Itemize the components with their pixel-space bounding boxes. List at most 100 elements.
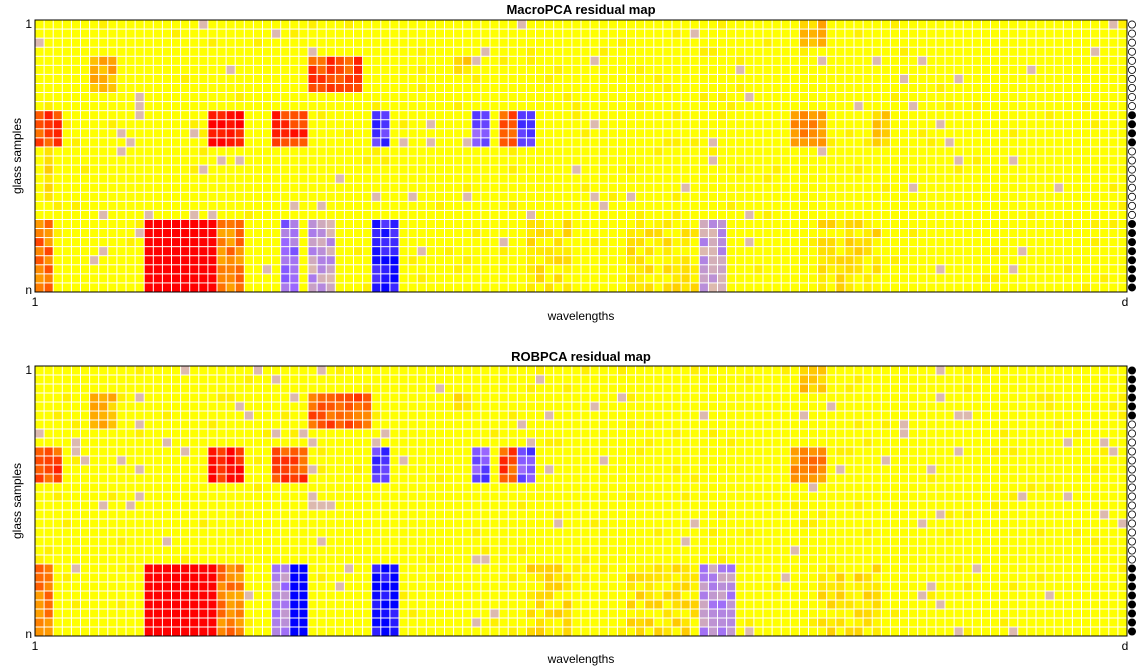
heatmap-cell xyxy=(581,283,590,292)
heatmap-cell xyxy=(963,138,972,147)
heatmap-cell xyxy=(918,102,927,111)
heatmap-cell xyxy=(81,65,90,74)
heatmap-cell xyxy=(217,384,226,393)
heatmap-cell xyxy=(472,219,481,229)
heatmap-cell xyxy=(963,111,972,120)
heatmap-cell xyxy=(1118,183,1127,192)
heatmap-cell xyxy=(645,420,654,429)
heatmap-cell xyxy=(991,192,1000,201)
heatmap-cell xyxy=(62,210,71,219)
heatmap-cell xyxy=(936,429,945,438)
heatmap-cell xyxy=(790,384,799,393)
heatmap-cell xyxy=(1091,456,1100,465)
heatmap-cell xyxy=(845,420,854,429)
heatmap-cell xyxy=(890,238,899,247)
heatmap-cell xyxy=(1091,438,1100,447)
heatmap-cell xyxy=(1109,93,1118,102)
heatmap-cell xyxy=(99,56,108,65)
heatmap-cell xyxy=(954,283,963,292)
heatmap-cell xyxy=(872,447,881,456)
heatmap-cell xyxy=(645,192,654,201)
heatmap-cell xyxy=(372,256,381,265)
heatmap-cell xyxy=(900,165,909,174)
heatmap-cell xyxy=(936,229,945,238)
heatmap-cell xyxy=(672,393,681,402)
heatmap-cell xyxy=(272,456,281,465)
heatmap-cell xyxy=(890,138,899,147)
heatmap-cell xyxy=(1036,393,1045,402)
heatmap-cell xyxy=(936,183,945,192)
heatmap-cell xyxy=(645,20,654,29)
heatmap-cell xyxy=(226,210,235,219)
heatmap-cell xyxy=(818,274,827,283)
heatmap-cell xyxy=(554,56,563,65)
heatmap-cell xyxy=(772,20,781,29)
heatmap-cell xyxy=(954,102,963,111)
heatmap-cell xyxy=(936,102,945,111)
heatmap-cell xyxy=(399,120,408,129)
heatmap-cell xyxy=(563,447,572,456)
heatmap-cell xyxy=(44,156,53,165)
heatmap-cell xyxy=(190,111,199,120)
heatmap-cell xyxy=(608,429,617,438)
heatmap-cell xyxy=(718,456,727,465)
heatmap-cell xyxy=(235,238,244,247)
heatmap-cell xyxy=(226,29,235,38)
heatmap-cell xyxy=(836,375,845,384)
heatmap-cell xyxy=(1072,283,1081,292)
heatmap-cell xyxy=(890,29,899,38)
heatmap-cell xyxy=(900,283,909,292)
heatmap-cell xyxy=(199,192,208,201)
heatmap-cell xyxy=(708,375,717,384)
heatmap-cell xyxy=(672,375,681,384)
heatmap-cell xyxy=(308,120,317,129)
heatmap-cell xyxy=(53,411,62,420)
heatmap-cell xyxy=(1118,20,1127,29)
heatmap-cell xyxy=(845,93,854,102)
heatmap-cell xyxy=(627,219,636,229)
heatmap-cell xyxy=(144,366,153,375)
heatmap-cell xyxy=(936,265,945,274)
heatmap-cell xyxy=(81,456,90,465)
heatmap-cell xyxy=(927,384,936,393)
heatmap-cell xyxy=(481,102,490,111)
heatmap-cell xyxy=(35,56,44,65)
heatmap-cell xyxy=(481,274,490,283)
heatmap-cell xyxy=(681,429,690,438)
heatmap-cell xyxy=(900,420,909,429)
heatmap-cell xyxy=(144,438,153,447)
heatmap-cell xyxy=(272,138,281,147)
heatmap-cell xyxy=(872,247,881,256)
heatmap-cell xyxy=(90,165,99,174)
heatmap-cell xyxy=(381,102,390,111)
heatmap-cell xyxy=(1118,402,1127,411)
heatmap-cell xyxy=(909,83,918,93)
heatmap-cell xyxy=(108,111,117,120)
heatmap-cell xyxy=(99,384,108,393)
heatmap-cell xyxy=(217,447,226,456)
heatmap-cell xyxy=(454,120,463,129)
heatmap-cell xyxy=(435,210,444,219)
heatmap-cell xyxy=(572,29,581,38)
heatmap-cell xyxy=(290,438,299,447)
heatmap-cell xyxy=(572,393,581,402)
heatmap-cell xyxy=(636,265,645,274)
heatmap-cell xyxy=(199,201,208,210)
heatmap-cell xyxy=(599,238,608,247)
heatmap-cell xyxy=(335,402,344,411)
heatmap-cell xyxy=(35,429,44,438)
heatmap-cell xyxy=(1082,210,1091,219)
heatmap-cell xyxy=(35,192,44,201)
heatmap-cell xyxy=(399,138,408,147)
heatmap-cell xyxy=(445,384,454,393)
heatmap-cell xyxy=(1109,102,1118,111)
heatmap-cell xyxy=(690,256,699,265)
heatmap-cell xyxy=(1027,420,1036,429)
heatmap-cell xyxy=(1009,411,1018,420)
heatmap-cell xyxy=(153,283,162,292)
heatmap-cell xyxy=(681,456,690,465)
heatmap-cell xyxy=(1091,138,1100,147)
heatmap-cell xyxy=(563,93,572,102)
heatmap-cell xyxy=(435,120,444,129)
heatmap-cell xyxy=(290,74,299,83)
